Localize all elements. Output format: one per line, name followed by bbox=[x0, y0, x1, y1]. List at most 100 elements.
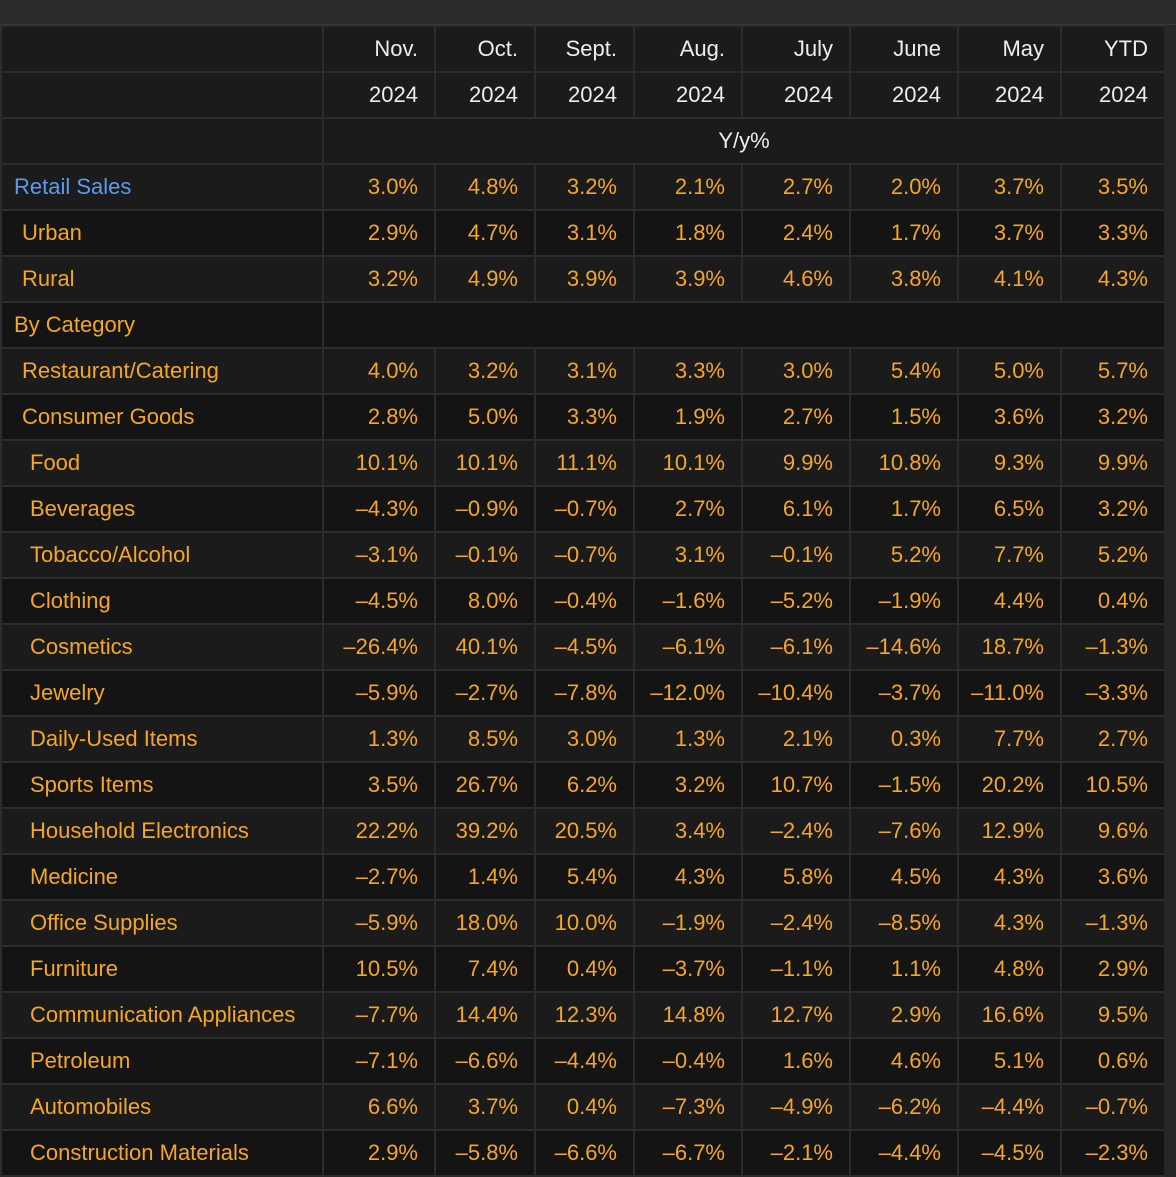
data-cell: 4.6% bbox=[741, 255, 851, 303]
table-row: Restaurant/Catering 4.0% 3.2% 3.1% 3.3% 3.0% 5… bbox=[0, 347, 1166, 395]
row-label: Beverages bbox=[0, 485, 324, 533]
data-cell: 9.5% bbox=[1060, 991, 1166, 1039]
data-cell: 5.0% bbox=[957, 347, 1062, 395]
row-label: Consumer Goods bbox=[0, 393, 324, 441]
table-row: Tobacco/Alcohol –3.1% –0.1% –0.7% 3.1% –0.1% 5… bbox=[0, 531, 1166, 579]
row-label: Communication Appliances bbox=[0, 991, 324, 1039]
data-cell: –7.7% bbox=[322, 991, 436, 1039]
data-cell: 10.5% bbox=[322, 945, 436, 993]
data-cell: –3.3% bbox=[1060, 669, 1166, 717]
data-cell: 3.8% bbox=[849, 255, 959, 303]
data-cell: 2.8% bbox=[322, 393, 436, 441]
section-empty bbox=[322, 301, 1166, 349]
data-cell: 2.1% bbox=[633, 163, 743, 211]
data-cell: 4.0% bbox=[322, 347, 436, 395]
window-top-bar bbox=[0, 0, 1176, 25]
data-cell: 9.6% bbox=[1060, 807, 1166, 855]
data-cell: 3.3% bbox=[1060, 209, 1166, 257]
data-cell: –5.9% bbox=[322, 669, 436, 717]
data-cell: –6.6% bbox=[434, 1037, 536, 1085]
data-cell: 2.9% bbox=[322, 1129, 436, 1177]
table-row: Food 10.1% 10.1% 11.1% 10.1% 9.9% 10.8% 9.3% 9.9… bbox=[0, 439, 1166, 487]
column-header-month: Aug. bbox=[633, 25, 743, 73]
table-row: Sports Items 3.5% 26.7% 6.2% 3.2% 10.7% –1.5% 2… bbox=[0, 761, 1166, 809]
table-row: Beverages –4.3% –0.9% –0.7% 2.7% 6.1% 1.7% 6.5%… bbox=[0, 485, 1166, 533]
column-header-month: YTD bbox=[1060, 25, 1166, 73]
data-cell: 7.7% bbox=[957, 531, 1062, 579]
data-cell: –1.3% bbox=[1060, 623, 1166, 671]
data-cell: –1.9% bbox=[849, 577, 959, 625]
row-label: Daily-Used Items bbox=[0, 715, 324, 763]
column-header-year: 2024 bbox=[1060, 71, 1166, 119]
data-cell: 0.4% bbox=[534, 1083, 635, 1131]
data-cell: 5.8% bbox=[741, 853, 851, 901]
data-cell: –3.7% bbox=[849, 669, 959, 717]
data-cell: –3.1% bbox=[322, 531, 436, 579]
data-cell: 2.9% bbox=[1060, 945, 1166, 993]
column-header-year: 2024 bbox=[434, 71, 536, 119]
table-row: Construction Materials 2.9% –5.8% –6.6% –6.7… bbox=[0, 1129, 1166, 1177]
data-cell: 10.7% bbox=[741, 761, 851, 809]
data-cell: –6.1% bbox=[633, 623, 743, 671]
data-cell: 3.9% bbox=[534, 255, 635, 303]
data-cell: 3.7% bbox=[434, 1083, 536, 1131]
table-row: Medicine –2.7% 1.4% 5.4% 4.3% 5.8% 4.5% 4.3% 3.6… bbox=[0, 853, 1166, 901]
data-cell: 3.0% bbox=[534, 715, 635, 763]
data-cell: 10.5% bbox=[1060, 761, 1166, 809]
data-cell: 18.0% bbox=[434, 899, 536, 947]
data-cell: 22.2% bbox=[322, 807, 436, 855]
data-cell: 5.4% bbox=[849, 347, 959, 395]
section-row: By Category bbox=[0, 301, 1166, 349]
data-cell: 0.6% bbox=[1060, 1037, 1166, 1085]
data-cell: 4.7% bbox=[434, 209, 536, 257]
column-header-year: 2024 bbox=[633, 71, 743, 119]
data-cell: 10.0% bbox=[534, 899, 635, 947]
data-cell: 2.0% bbox=[849, 163, 959, 211]
table-body: Nov. Oct. Sept. Aug. July June May YTD 2024 2024 2… bbox=[0, 25, 1166, 1177]
data-cell: –7.3% bbox=[633, 1083, 743, 1131]
data-cell: –0.7% bbox=[534, 531, 635, 579]
data-cell: 5.4% bbox=[534, 853, 635, 901]
data-cell: 12.9% bbox=[957, 807, 1062, 855]
data-cell: 4.8% bbox=[957, 945, 1062, 993]
data-cell: 2.7% bbox=[1060, 715, 1166, 763]
data-cell: 3.0% bbox=[741, 347, 851, 395]
data-cell: 3.2% bbox=[434, 347, 536, 395]
row-label: Clothing bbox=[0, 577, 324, 625]
data-cell: –6.6% bbox=[534, 1129, 635, 1177]
data-cell: 12.3% bbox=[534, 991, 635, 1039]
data-cell: 6.1% bbox=[741, 485, 851, 533]
data-cell: 26.7% bbox=[434, 761, 536, 809]
data-cell: –5.9% bbox=[322, 899, 436, 947]
data-cell: –2.7% bbox=[322, 853, 436, 901]
data-cell: 3.5% bbox=[322, 761, 436, 809]
data-cell: –1.3% bbox=[1060, 899, 1166, 947]
data-cell: 3.1% bbox=[534, 209, 635, 257]
data-cell: 20.5% bbox=[534, 807, 635, 855]
data-cell: 2.7% bbox=[633, 485, 743, 533]
row-label: Restaurant/Catering bbox=[0, 347, 324, 395]
table-row: Petroleum –7.1% –6.6% –4.4% –0.4% 1.6% 4.6% 5.1… bbox=[0, 1037, 1166, 1085]
data-cell: –11.0% bbox=[957, 669, 1062, 717]
data-cell: –6.1% bbox=[741, 623, 851, 671]
data-cell: 10.1% bbox=[434, 439, 536, 487]
table-row: Clothing –4.5% 8.0% –0.4% –1.6% –5.2% –1.9% 4.4… bbox=[0, 577, 1166, 625]
data-cell: –4.4% bbox=[534, 1037, 635, 1085]
data-cell: –7.6% bbox=[849, 807, 959, 855]
data-cell: –3.7% bbox=[633, 945, 743, 993]
data-cell: 10.1% bbox=[322, 439, 436, 487]
table-row: Urban 2.9% 4.7% 3.1% 1.8% 2.4% 1.7% 3.7% 3.3% bbox=[0, 209, 1166, 257]
data-cell: 2.7% bbox=[741, 393, 851, 441]
data-cell: –1.6% bbox=[633, 577, 743, 625]
scroll-edge bbox=[1164, 25, 1176, 1176]
data-cell: –0.9% bbox=[434, 485, 536, 533]
data-cell: 1.4% bbox=[434, 853, 536, 901]
data-cell: 5.2% bbox=[1060, 531, 1166, 579]
header-row-month: Nov. Oct. Sept. Aug. July June May YTD bbox=[0, 25, 1166, 73]
data-cell: 0.4% bbox=[1060, 577, 1166, 625]
data-cell: 18.7% bbox=[957, 623, 1062, 671]
column-header-month: May bbox=[957, 25, 1062, 73]
data-cell: –4.5% bbox=[957, 1129, 1062, 1177]
column-header-month: June bbox=[849, 25, 959, 73]
data-cell: 3.9% bbox=[633, 255, 743, 303]
